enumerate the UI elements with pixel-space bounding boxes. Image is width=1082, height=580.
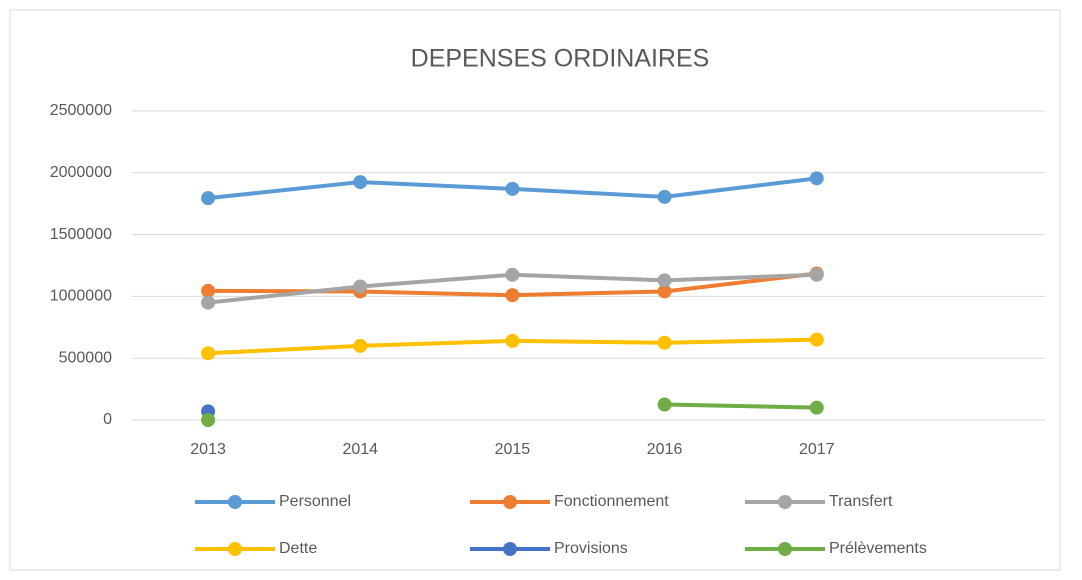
data-point bbox=[657, 397, 672, 412]
y-tick-label: 500000 bbox=[59, 349, 112, 366]
data-point bbox=[657, 335, 672, 350]
legend-marker bbox=[778, 495, 792, 509]
data-point bbox=[505, 288, 520, 303]
data-point bbox=[201, 346, 216, 361]
data-point bbox=[505, 181, 520, 196]
data-point bbox=[353, 175, 368, 190]
data-point bbox=[809, 400, 824, 415]
chart-border bbox=[9, 9, 1061, 571]
y-tick-label: 2000000 bbox=[50, 164, 112, 181]
legend-label: Fonctionnement bbox=[554, 493, 669, 510]
legend-marker bbox=[503, 542, 517, 556]
data-point bbox=[201, 413, 216, 427]
x-tick-label: 2017 bbox=[799, 441, 835, 458]
data-point bbox=[809, 267, 824, 282]
legend-label: Dette bbox=[279, 540, 317, 557]
legend-marker bbox=[503, 495, 517, 509]
data-point bbox=[505, 333, 520, 348]
legend-label: Prélèvements bbox=[829, 540, 927, 557]
data-point bbox=[201, 283, 216, 298]
x-tick-label: 2014 bbox=[342, 441, 378, 458]
legend-marker bbox=[228, 542, 242, 556]
data-point bbox=[809, 171, 824, 186]
legend-label: Personnel bbox=[279, 493, 351, 510]
series-line bbox=[664, 402, 817, 410]
y-tick-label: 1500000 bbox=[50, 226, 112, 243]
y-tick-label: 0 bbox=[103, 411, 112, 428]
data-point bbox=[201, 295, 216, 310]
x-tick-label: 2013 bbox=[190, 441, 226, 458]
data-point bbox=[657, 189, 672, 204]
legend-label: Transfert bbox=[829, 493, 893, 510]
legend-label: Provisions bbox=[554, 540, 628, 557]
data-point bbox=[353, 279, 368, 294]
data-point bbox=[353, 338, 368, 353]
data-point bbox=[809, 332, 824, 347]
data-point bbox=[505, 267, 520, 282]
legend-marker bbox=[228, 495, 242, 509]
data-point bbox=[657, 273, 672, 288]
chart-title: DEPENSES ORDINAIRES bbox=[411, 45, 710, 73]
x-tick-label: 2016 bbox=[647, 441, 683, 458]
y-tick-label: 2500000 bbox=[50, 102, 112, 119]
y-tick-label: 1000000 bbox=[50, 288, 112, 305]
data-point bbox=[201, 191, 216, 206]
legend-marker bbox=[778, 542, 792, 556]
data-point bbox=[657, 284, 672, 299]
x-tick-label: 2015 bbox=[495, 441, 531, 458]
